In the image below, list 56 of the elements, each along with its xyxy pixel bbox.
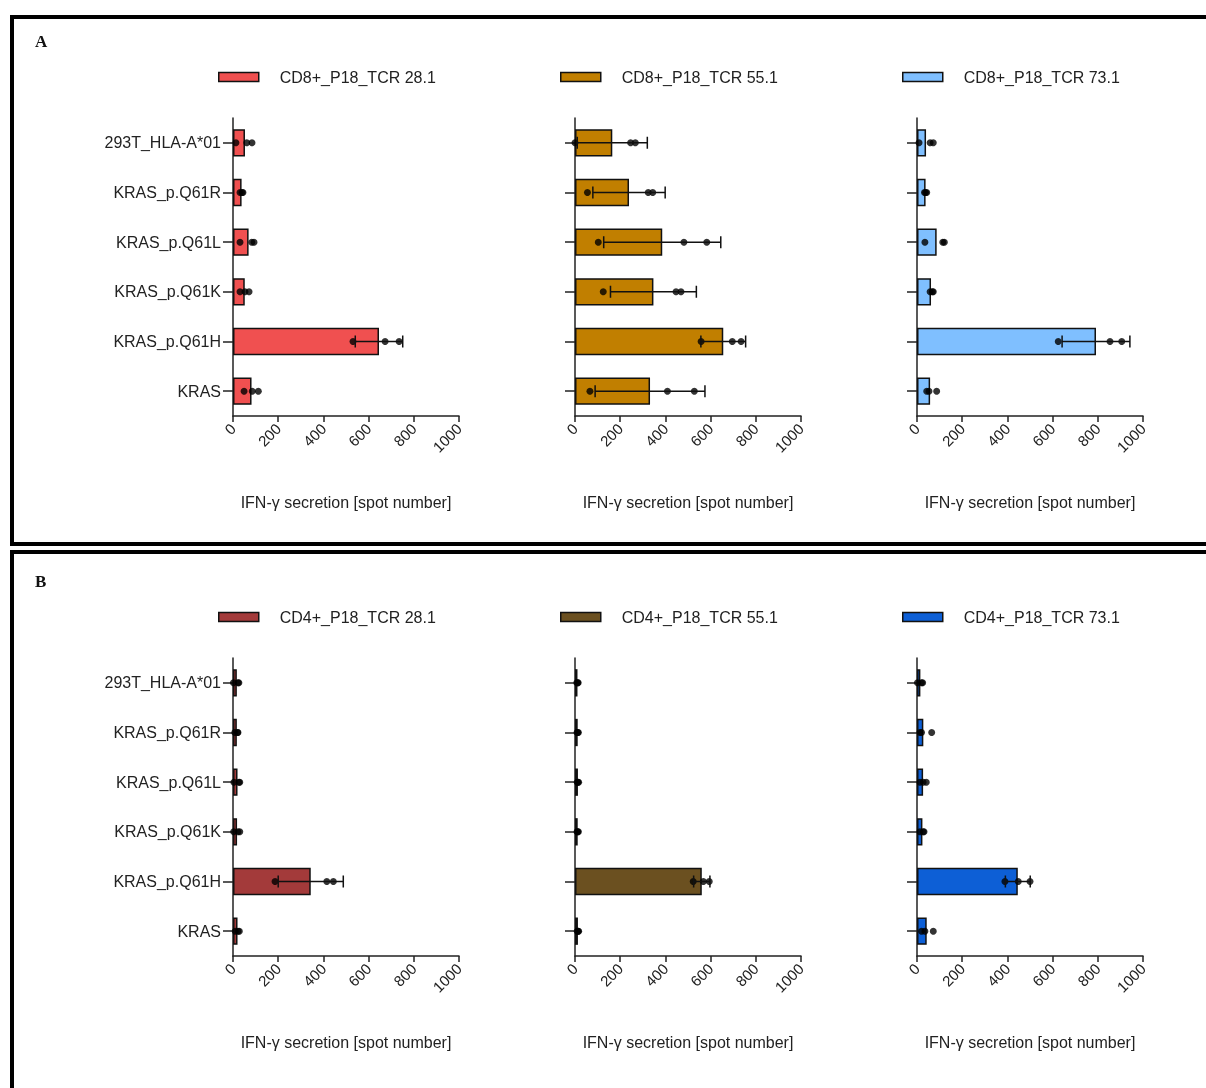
legend-label: CD8+_P18_TCR 55.1 [621,68,778,87]
x-tick-label: 800 [732,419,762,450]
y-tick-label: KRAS [177,382,221,400]
x-tick-label: 600 [344,959,375,990]
x-axis-title: IFN-γ secretion [spot number] [924,493,1136,511]
y-tick-label: KRAS_p.Q61L [116,233,222,252]
legend-label: CD4+_P18_TCR 55.1 [621,608,778,627]
y-tick-label: KRAS [177,922,221,940]
x-tick-label: 0 [563,959,582,978]
legend-label: CD8+_P18_TCR 28.1 [279,68,436,87]
legend-label: CD4+_P18_TCR 28.1 [279,608,436,627]
y-tick-label: KRAS_p.Q61L [116,773,222,792]
x-tick-label: 800 [732,959,762,990]
x-tick-label: 0 [221,959,240,978]
x-tick-label: 200 [938,959,969,990]
x-tick-label: 0 [905,419,924,438]
x-tick-label: 600 [686,419,717,450]
x-tick-label: 800 [390,959,420,990]
x-tick-label: 200 [596,959,627,990]
x-axis-title: IFN-γ secretion [spot number] [240,1033,452,1051]
x-axis-title: IFN-γ secretion [spot number] [924,1033,1136,1051]
x-axis-title: IFN-γ secretion [spot number] [582,493,794,511]
x-tick-label: 600 [686,959,717,990]
x-axis-title: IFN-γ secretion [spot number] [582,1033,794,1051]
text: B [35,572,47,591]
x-tick-label: 200 [254,419,285,450]
text: A [35,32,48,51]
y-tick-label: KRAS_p.Q61H [113,873,221,891]
x-tick-label: 0 [221,419,240,438]
y-tick-label: KRAS_p.Q61R [113,724,221,742]
legend-label: CD8+_P18_TCR 73.1 [963,68,1120,87]
x-tick-label: 600 [1028,419,1059,450]
x-tick-label: 800 [1074,419,1104,450]
x-tick-label: 0 [563,419,582,438]
y-tick-label: KRAS_p.Q61K [114,283,222,302]
x-tick-label: 0 [905,959,924,978]
x-tick-label: 800 [390,419,420,450]
x-tick-label: 400 [299,959,330,990]
y-tick-label: KRAS_p.Q61K [114,823,222,842]
x-tick-label: 400 [983,959,1014,990]
y-tick-label: 293T_HLA-A*01 [104,134,222,153]
x-tick-label: 400 [983,419,1014,450]
x-tick-label: 600 [1028,959,1059,990]
x-tick-label: 200 [254,959,285,990]
x-tick-label: 400 [641,419,672,450]
x-tick-label: 200 [938,419,969,450]
x-axis-title: IFN-γ secretion [spot number] [240,493,452,511]
x-tick-label: 600 [344,419,375,450]
x-tick-label: 400 [641,959,672,990]
x-tick-label: 800 [1074,959,1104,990]
y-tick-label: KRAS_p.Q61R [113,184,221,202]
legend-label: CD4+_P18_TCR 73.1 [963,608,1120,627]
y-tick-label: KRAS_p.Q61H [113,333,221,351]
x-tick-label: 400 [299,419,330,450]
x-tick-label: 200 [596,419,627,450]
y-tick-label: 293T_HLA-A*01 [104,674,222,693]
